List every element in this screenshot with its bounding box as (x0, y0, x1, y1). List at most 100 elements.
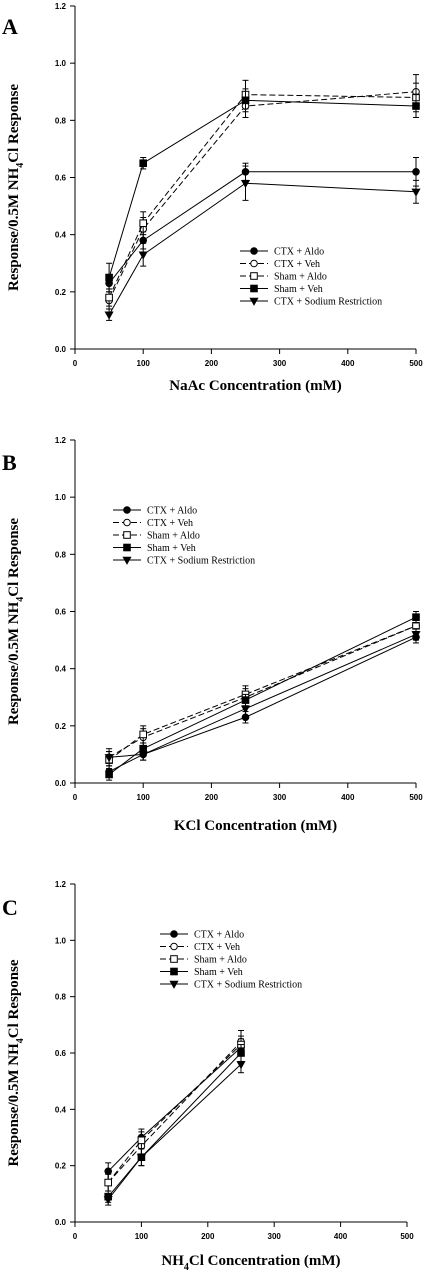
x-tick-label: 500 (400, 1232, 414, 1241)
data-point (412, 613, 420, 622)
y-axis-title-subscript: 4 (15, 163, 26, 168)
y-tick-label: 0.8 (55, 116, 67, 125)
series-sham-veh (105, 611, 420, 781)
y-tick-label: 0.6 (55, 174, 67, 183)
legend-label: CTX + Veh (194, 942, 240, 953)
panel-letter: C (2, 895, 18, 920)
x-tick-label: 400 (341, 793, 355, 802)
y-tick-label: 0.4 (55, 665, 67, 674)
legend-marker (170, 942, 178, 951)
series-line (108, 636, 417, 773)
x-axis-title-main: NH (161, 1253, 184, 1269)
x-tick-label: 0 (73, 793, 78, 802)
x-tick-label: 200 (205, 359, 219, 368)
legend-marker (170, 955, 178, 963)
y-tick-label: 0.4 (55, 1105, 67, 1114)
y-axis-title: Response/0.5M NH4Cl Response (6, 518, 26, 725)
y-axis-title-main: Response/0.5M NH (6, 167, 22, 291)
data-point (105, 273, 113, 282)
data-point (104, 1178, 113, 1187)
legend-label: Sham + Veh (274, 284, 323, 295)
legend-label: CTX + Aldo (147, 506, 197, 517)
y-axis-title-tail: Cl Response (6, 518, 22, 597)
series-sham-aldo (105, 79, 420, 307)
data-point (104, 754, 114, 763)
y-tick-label: 0.0 (55, 345, 67, 354)
legend-label: CTX + Aldo (194, 930, 244, 941)
data-point (240, 705, 251, 714)
data-point (138, 751, 148, 760)
y-tick-label: 0.2 (55, 1162, 67, 1171)
data-point (104, 1167, 112, 1176)
series-line (107, 1041, 242, 1183)
y-tick-label: 1.2 (55, 436, 67, 445)
x-tick-label: 100 (137, 359, 151, 368)
data-point (136, 1154, 146, 1163)
series-ctx-veh (104, 1029, 245, 1192)
data-point (139, 159, 147, 168)
legend-label: CTX + Veh (147, 518, 193, 529)
legend-marker (123, 518, 131, 527)
y-tick-label: 1.0 (55, 936, 67, 945)
y-axis-title-tail: Cl Response (6, 959, 22, 1038)
data-point (139, 730, 147, 739)
legend-marker (123, 531, 131, 539)
x-tick-label: 400 (334, 1232, 348, 1241)
y-axis-title-main: Response/0.5M NH (6, 601, 22, 725)
series-line (108, 625, 417, 761)
series-sham-veh (105, 88, 420, 293)
x-tick-label: 400 (341, 359, 355, 368)
data-point (139, 219, 147, 228)
y-tick-label: 0.2 (55, 722, 67, 731)
series-sham-aldo (105, 619, 420, 770)
panel-letter: A (2, 14, 18, 39)
legend-label: Sham + Aldo (147, 531, 200, 542)
series-ctx-aldo (105, 156, 420, 290)
data-point (241, 96, 250, 105)
y-tick-label: 1.0 (55, 59, 67, 68)
series-line (108, 91, 417, 301)
x-tick-label: 100 (135, 1232, 149, 1241)
series-line (108, 182, 417, 315)
x-axis-title-tail: Cl Concentration (mM) (189, 1253, 341, 1269)
x-tick-label: 200 (201, 1232, 215, 1241)
legend-label: CTX + Aldo (274, 247, 324, 258)
y-axis-title: Response/0.5M NH4Cl Response (6, 84, 26, 291)
chart-panel-c: C 0.0 0.2 0.4 0.6 0.8 1.0 1.2 0 100 200 300 400 500 NH… (2, 880, 414, 1273)
data-point (412, 102, 420, 110)
legend-marker (250, 272, 258, 280)
data-point (412, 167, 420, 176)
y-axis-title: Response/0.5M NH4Cl Response (6, 959, 26, 1166)
x-tick-label: 300 (273, 793, 287, 802)
series-line (107, 1044, 242, 1183)
legend-label: CTX + Sodium Restriction (274, 297, 382, 308)
legend-marker (123, 543, 131, 552)
data-point (411, 631, 421, 640)
data-point (138, 251, 148, 260)
data-point (240, 180, 251, 189)
y-tick-label: 0.0 (55, 1218, 67, 1227)
x-tick-label: 300 (268, 1232, 282, 1241)
data-point (105, 770, 113, 779)
data-point (105, 293, 113, 302)
x-tick-label: 500 (409, 793, 423, 802)
legend-marker (170, 930, 178, 938)
series-ctx-aldo (104, 1038, 245, 1181)
legend-label: CTX + Sodium Restriction (147, 556, 255, 567)
legend-label: CTX + Sodium Restriction (194, 980, 302, 991)
data-point (411, 188, 421, 197)
series-line (107, 1052, 242, 1197)
legend-marker (249, 297, 259, 306)
series-line (107, 1046, 242, 1172)
legend-label: Sham + Aldo (274, 272, 327, 283)
legend-marker (169, 980, 179, 989)
x-axis-title: NH4Cl Concentration (mM) (161, 1253, 340, 1273)
legend-label: Sham + Veh (194, 967, 243, 978)
y-tick-label: 0.8 (55, 993, 67, 1002)
series-ctx-sodium-restriction (104, 165, 421, 321)
legend-marker (250, 284, 258, 293)
x-tick-label: 100 (137, 793, 151, 802)
